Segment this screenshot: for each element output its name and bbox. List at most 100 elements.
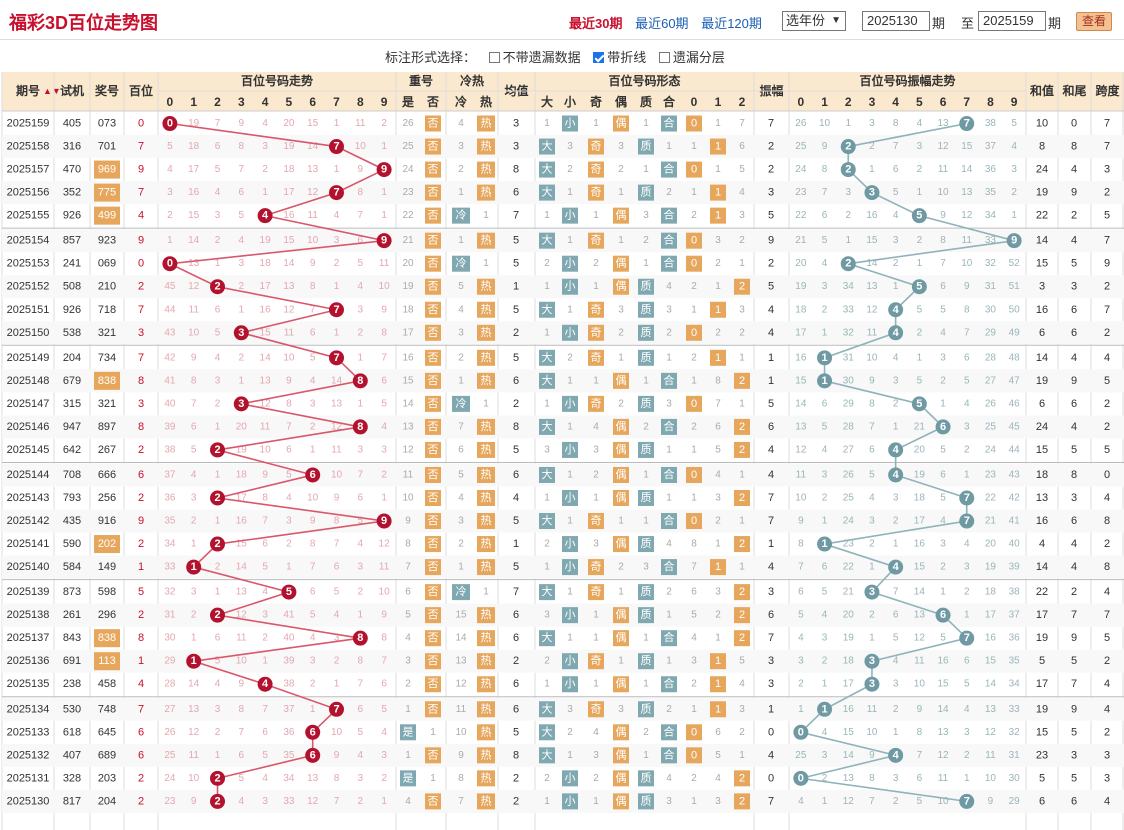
average-value: 2 [513, 772, 519, 784]
amp-miss: 1 [798, 704, 804, 715]
form-miss: 1 [643, 164, 649, 175]
cold-label: 冷 [456, 209, 467, 222]
trend-miss: 4 [334, 610, 340, 621]
range-to-input[interactable]: 2025159 [978, 11, 1046, 31]
trend-miss: 7 [262, 516, 268, 527]
form-small: 小 [565, 209, 576, 222]
repeat-miss: 16 [402, 352, 414, 363]
amp-miss: 6 [940, 281, 946, 292]
amp-miss: 25 [795, 141, 807, 152]
form-composite-badge [661, 724, 677, 741]
tail-value: 9 [1071, 632, 1077, 644]
sort-icon[interactable]: ▲▼ [43, 86, 61, 96]
option-miss-layer[interactable]: 遗漏分层 [658, 50, 725, 65]
form-odd: 奇 [591, 702, 602, 715]
form-prime: 质 [641, 654, 652, 667]
repeat-miss: 20 [402, 258, 414, 269]
amplitude-value: 5 [768, 210, 774, 222]
amp-miss: 29 [843, 398, 855, 409]
trend-miss: 12 [331, 421, 343, 432]
form-prime: 质 [641, 326, 652, 339]
hot-label: 热 [481, 677, 492, 690]
trend-miss: 1 [334, 118, 340, 129]
trend-miss: 12 [307, 187, 319, 198]
hundred-ball [329, 302, 344, 318]
form-composite: 合 [664, 747, 675, 761]
period-30-link[interactable]: 最近30期 [569, 16, 623, 31]
form-composite: 合 [664, 676, 675, 690]
amp-miss: 9 [988, 796, 994, 807]
hundred-digit: 6 [138, 469, 144, 481]
cold-miss: 4 [458, 304, 464, 315]
remainder-value: 1 [715, 655, 721, 667]
remainder-value: 1 [715, 187, 721, 199]
view-button[interactable]: 查看 [1076, 12, 1112, 31]
year-select[interactable]: 选年份 ▼ [782, 11, 846, 31]
remainder-miss: 5 [691, 610, 697, 621]
form-prime: 质 [641, 608, 652, 621]
remainder-miss: 8 [715, 375, 721, 386]
amp-miss: 14 [843, 750, 855, 761]
sum-value: 6 [1039, 795, 1045, 807]
amp-miss: 17 [795, 327, 807, 338]
amp-miss: 3 [964, 421, 970, 432]
form-odd: 奇 [591, 514, 602, 527]
trend-miss: 11 [355, 118, 366, 129]
trend-miss: 7 [310, 562, 316, 573]
average-value: 6 [513, 609, 519, 621]
sum-value: 15 [1036, 444, 1048, 456]
checkbox-icon[interactable] [488, 52, 500, 63]
remainder-value: 2 [739, 586, 745, 598]
hundred-ball-number: 7 [333, 141, 339, 153]
period-120-link[interactable]: 最近120期 [701, 16, 762, 31]
form-prime-badge [638, 349, 654, 366]
repeat-miss: 14 [402, 398, 414, 409]
award-number: 458 [98, 678, 116, 690]
trial-number: 328 [63, 772, 81, 784]
form-miss: 2 [643, 235, 649, 246]
trend-miss: 8 [334, 516, 340, 527]
checkbox-icon[interactable] [658, 52, 670, 63]
remainder-badge [734, 278, 750, 295]
form-miss: 3 [618, 704, 624, 715]
trend-miss: 5 [310, 610, 316, 621]
issue-number: 2025158 [7, 141, 50, 153]
hot-badge [477, 278, 495, 295]
issue-number: 2025143 [7, 492, 50, 504]
amp-miss: 32 [843, 327, 855, 338]
trend-miss: 2 [215, 562, 221, 573]
amp-miss: 10 [866, 352, 878, 363]
remainder-miss: 6 [739, 141, 745, 152]
amp-miss: 51 [1009, 281, 1021, 292]
hot-label: 热 [481, 234, 492, 247]
hundred-digit: 8 [138, 375, 144, 387]
remainder-badge [734, 489, 750, 506]
repeat-no-badge [425, 607, 441, 624]
amp-miss: 17 [914, 516, 926, 527]
row-bg [2, 463, 1124, 487]
form-even-badge [613, 418, 629, 435]
option-polyline[interactable]: 带折线 [593, 50, 646, 65]
form-even: 偶 [616, 725, 627, 738]
amplitude-ball [793, 770, 809, 786]
amplitude-ball-number: 7 [964, 492, 970, 504]
cold-badge [452, 255, 470, 272]
remainder-badge [734, 793, 750, 810]
amp-miss: 5 [917, 796, 923, 807]
checkbox-checked-icon[interactable] [593, 52, 605, 63]
repeat-miss: 4 [405, 633, 411, 644]
issue-number: 2025139 [7, 586, 50, 598]
option-no-miss[interactable]: 不带遗漏数据 [488, 50, 581, 65]
repeat-no: 否 [428, 515, 439, 527]
range-from-input[interactable]: 2025130 [862, 11, 930, 31]
amplitude-value: 7 [768, 492, 774, 504]
trend-miss: 4 [167, 164, 173, 175]
amp-miss: 16 [914, 539, 926, 550]
amp-miss: 3 [893, 492, 899, 503]
tail-value: 6 [1071, 304, 1077, 316]
amp-miss: 33 [843, 304, 855, 315]
period-60-link[interactable]: 最近60期 [635, 16, 689, 31]
trend-miss: 41 [283, 610, 295, 621]
sum-value: 10 [1036, 118, 1048, 130]
form-small-badge [562, 278, 578, 295]
